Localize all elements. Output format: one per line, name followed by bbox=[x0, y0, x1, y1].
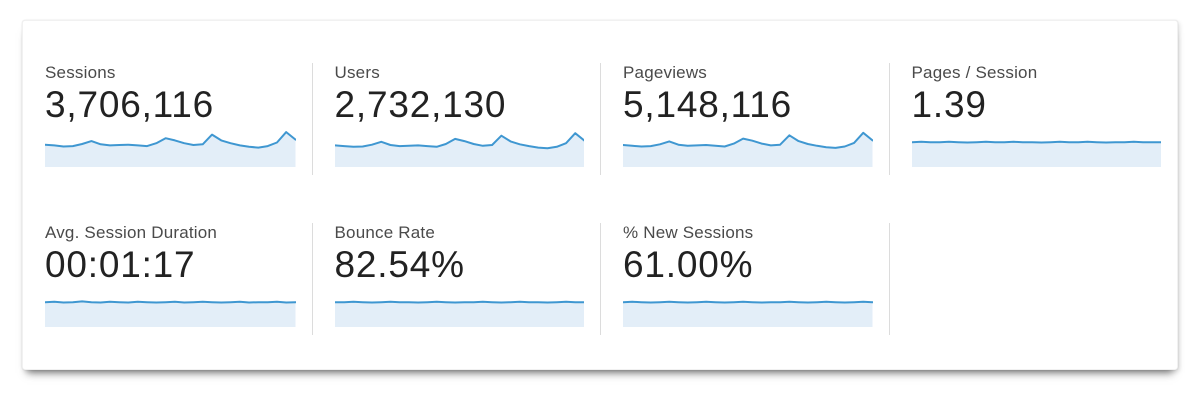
metric-label: % New Sessions bbox=[623, 223, 754, 242]
metric-value: 82.54% bbox=[334, 244, 465, 285]
metric-value: 2,732,130 bbox=[334, 84, 507, 125]
analytics-overview-card: Sessions 3,706,116 Users 2,732,130 Pagev… bbox=[22, 20, 1178, 370]
sparkline-chart bbox=[334, 132, 584, 167]
metric-label: Sessions bbox=[45, 63, 116, 82]
metric-value: 00:01:17 bbox=[45, 244, 196, 285]
metrics-row-2: Avg. Session Duration 00:01:17 Bounce Ra… bbox=[23, 223, 1177, 335]
metric-card-avg-session-duration: Avg. Session Duration 00:01:17 bbox=[23, 223, 312, 335]
metric-card-pageviews: Pageviews 5,148,116 bbox=[600, 63, 889, 175]
metric-label: Bounce Rate bbox=[334, 223, 435, 242]
metric-label: Users bbox=[334, 63, 380, 82]
sparkline-chart bbox=[623, 300, 873, 327]
sparkline-chart bbox=[334, 300, 584, 327]
sparkline-chart bbox=[45, 131, 296, 167]
sparkline-chart bbox=[45, 300, 296, 327]
metric-label: Pages / Session bbox=[911, 63, 1038, 82]
metric-label: Pageviews bbox=[623, 63, 708, 82]
metric-label: Avg. Session Duration bbox=[45, 223, 218, 242]
sparkline-chart bbox=[623, 131, 873, 167]
empty-metric-cell bbox=[888, 223, 1178, 335]
metric-value: 5,148,116 bbox=[623, 84, 793, 125]
metric-card-bounce-rate: Bounce Rate 82.54% bbox=[311, 223, 601, 335]
metric-value: 3,706,116 bbox=[45, 84, 215, 125]
metric-card-users: Users 2,732,130 bbox=[311, 63, 601, 175]
metric-value: 1.39 bbox=[911, 84, 987, 125]
metric-card-pages-per-session: Pages / Session 1.39 bbox=[888, 63, 1178, 175]
sparkline-chart bbox=[911, 140, 1161, 167]
metric-card-sessions: Sessions 3,706,116 bbox=[23, 63, 312, 175]
metric-value: 61.00% bbox=[623, 244, 754, 285]
metric-card-percent-new-sessions: % New Sessions 61.00% bbox=[600, 223, 889, 335]
metrics-row-1: Sessions 3,706,116 Users 2,732,130 Pagev… bbox=[23, 63, 1177, 175]
